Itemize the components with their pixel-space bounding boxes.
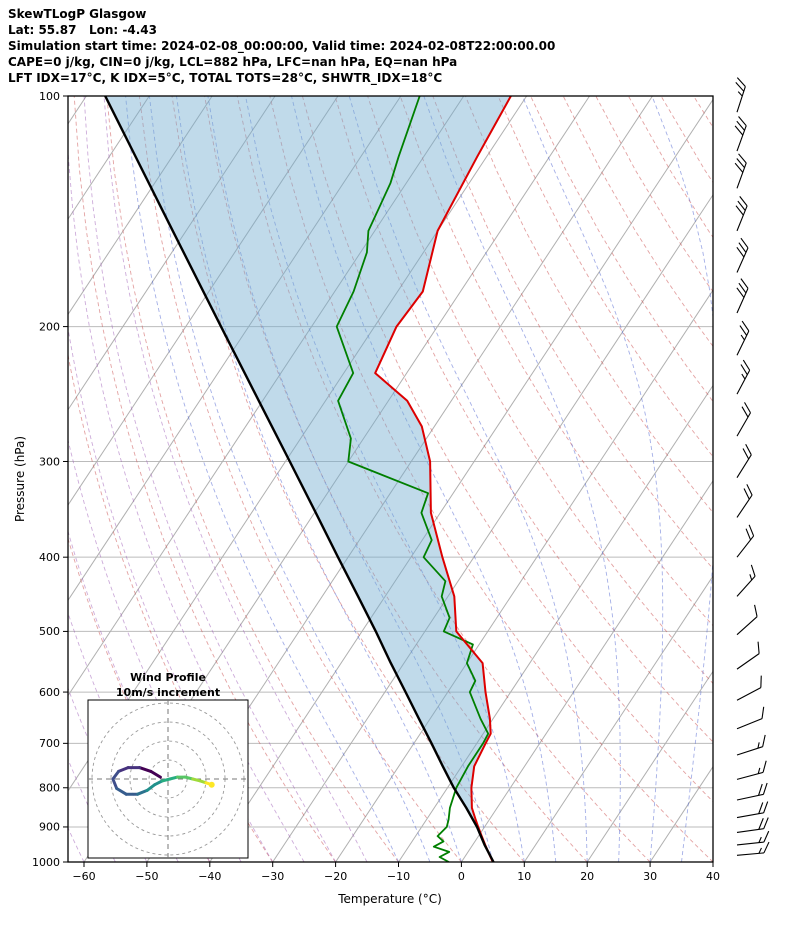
wind-barbs bbox=[734, 77, 770, 856]
y-tick-label: 800 bbox=[39, 782, 60, 795]
wind-barb bbox=[736, 801, 769, 819]
wind-barb bbox=[736, 841, 770, 856]
wind-barb bbox=[734, 116, 747, 152]
wind-barb bbox=[736, 402, 751, 437]
wind-barb bbox=[736, 641, 760, 670]
x-tick-label: 40 bbox=[706, 870, 720, 883]
x-tick-label: −50 bbox=[135, 870, 158, 883]
wind-barb bbox=[735, 77, 746, 113]
x-tick-label: 10 bbox=[517, 870, 531, 883]
wind-barb bbox=[736, 484, 753, 518]
header-indices-1: CAPE=0 j/kg, CIN=0 j/kg, LCL=882 hPa, LF… bbox=[8, 55, 458, 69]
wind-barb bbox=[736, 817, 769, 833]
wind-barb bbox=[736, 706, 765, 730]
x-tick-label: −10 bbox=[387, 870, 410, 883]
wind-barb bbox=[736, 524, 755, 558]
hodograph-subtitle: 10m/s increment bbox=[116, 686, 220, 699]
header-block: SkewTLogP Glasgow Lat: 55.87 Lon: -4.43 … bbox=[8, 6, 555, 86]
y-tick-label: 100 bbox=[39, 90, 60, 103]
parcel-curve bbox=[104, 96, 495, 862]
wind-barb bbox=[736, 320, 750, 356]
y-tick-label: 600 bbox=[39, 686, 60, 699]
axis-ticks: −60 −50 −40 −30 −20 −10 0 10 20 30 40 100 200 300 400 5… bbox=[32, 90, 720, 883]
x-tick-label: 0 bbox=[458, 870, 465, 883]
plot-frame bbox=[67, 95, 714, 863]
y-tick-label: 1000 bbox=[32, 856, 60, 869]
wind-barb bbox=[734, 153, 747, 189]
wind-barb bbox=[736, 237, 749, 273]
cape-shading bbox=[105, 96, 511, 862]
wind-barb bbox=[736, 443, 752, 478]
x-tick-label: −30 bbox=[261, 870, 284, 883]
generated-chart-content: −60 −50 −40 −30 −20 −10 0 10 20 30 40 100 200 300 400 5… bbox=[32, 77, 770, 883]
y-axis-label: Pressure (hPa) bbox=[13, 436, 27, 522]
x-tick-label: 30 bbox=[643, 870, 657, 883]
y-tick-label: 300 bbox=[39, 455, 60, 468]
hodograph-trace bbox=[111, 766, 215, 796]
y-tick-label: 500 bbox=[39, 625, 60, 638]
header-lat-lon: Lat: 55.87 Lon: -4.43 bbox=[8, 23, 157, 37]
hodograph-inset bbox=[87, 699, 249, 859]
dewpoint-curve bbox=[335, 96, 490, 862]
moist-adiabats bbox=[68, 96, 713, 862]
x-tick-label: −40 bbox=[198, 870, 221, 883]
wind-barb bbox=[735, 196, 748, 232]
page-title: SkewTLogP Glasgow bbox=[8, 7, 147, 21]
y-tick-label: 200 bbox=[39, 320, 60, 333]
wind-barb bbox=[736, 830, 770, 846]
wind-barb bbox=[736, 782, 768, 801]
wind-barb bbox=[736, 278, 749, 314]
wind-barb bbox=[736, 604, 758, 636]
y-tick-label: 900 bbox=[39, 821, 60, 834]
header-indices-2: LFT IDX=17°C, K IDX=5°C, TOTAL TOTS=28°C… bbox=[8, 71, 443, 85]
x-tick-label: −20 bbox=[324, 870, 347, 883]
hodograph-trace-end bbox=[208, 781, 215, 788]
x-tick-label: 20 bbox=[580, 870, 594, 883]
x-tick-label: −60 bbox=[72, 870, 95, 883]
hodograph-title: Wind Profile bbox=[130, 671, 206, 684]
wind-barb bbox=[736, 359, 751, 395]
header-times: Simulation start time: 2024-02-08_00:00:… bbox=[8, 39, 556, 53]
temperature-curve bbox=[374, 96, 512, 862]
wind-barb bbox=[736, 564, 756, 597]
wind-barb bbox=[736, 675, 762, 701]
wind-barb bbox=[736, 760, 767, 780]
wind-barb bbox=[736, 734, 766, 756]
y-tick-label: 700 bbox=[39, 737, 60, 750]
x-axis-label: Temperature (°C) bbox=[337, 892, 442, 906]
y-tick-label: 400 bbox=[39, 551, 60, 564]
